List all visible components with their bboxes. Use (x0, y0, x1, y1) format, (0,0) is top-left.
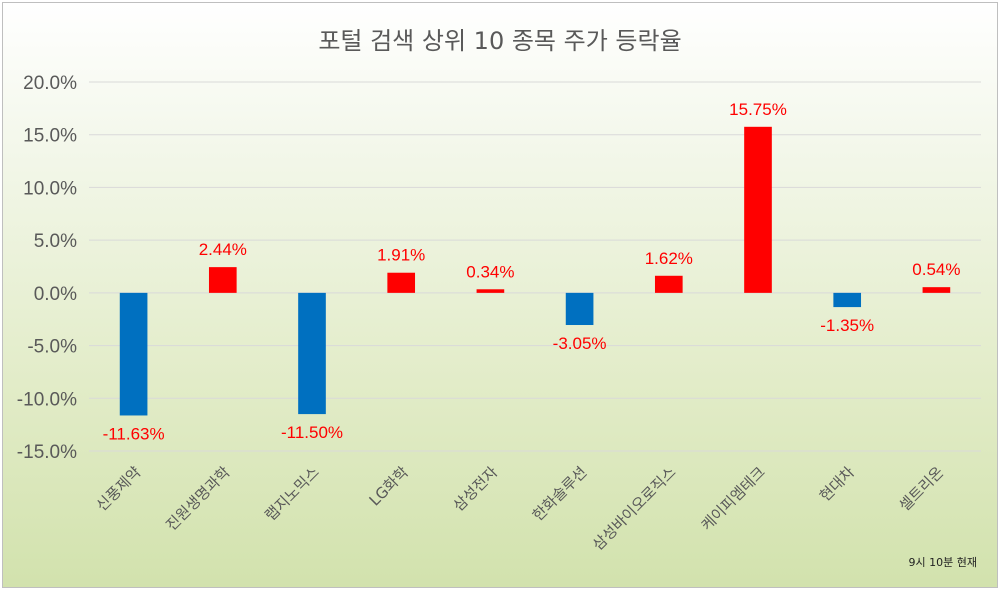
category-label: LG화학 (366, 463, 413, 510)
category-label: 셀트리온 (895, 463, 947, 515)
bars (119, 126, 951, 416)
category-label: 삼성전자 (449, 463, 501, 515)
data-label: 15.75% (729, 100, 787, 119)
y-tick-label: 10.0% (23, 178, 77, 199)
y-tick-label: 5.0% (34, 231, 77, 252)
y-tick-label: 15.0% (23, 126, 77, 147)
data-label: 0.34% (466, 262, 514, 281)
y-tick-label: -15.0% (17, 442, 77, 463)
bar (387, 272, 416, 293)
gridlines (89, 81, 981, 452)
category-label: 진원생명과학 (162, 463, 233, 534)
timestamp-note: 9시 10분 현재 (909, 556, 977, 569)
data-label: -1.35% (820, 316, 874, 335)
chart-title: 포털 검색 상위 10 종목 주가 등락율 (318, 27, 681, 55)
y-tick-label: -5.0% (27, 337, 77, 358)
bar (744, 126, 772, 293)
data-label: 1.91% (377, 246, 425, 265)
category-label: 신풍제약 (93, 463, 145, 515)
data-label: -11.63% (103, 424, 165, 443)
category-label: 현대차 (816, 463, 858, 505)
bar (298, 292, 326, 415)
y-tick-label: 20.0% (23, 73, 77, 94)
bar (654, 275, 683, 293)
data-label: -11.50% (281, 423, 343, 442)
y-tick-label: -10.0% (17, 389, 77, 410)
category-label: 랩지노믹스 (261, 463, 323, 525)
bar (208, 267, 237, 293)
bar (922, 287, 951, 293)
category-label: 삼성바이오로직스 (589, 463, 680, 554)
bar (833, 292, 862, 308)
data-label: 1.62% (645, 249, 693, 268)
data-label: 2.44% (199, 240, 247, 259)
data-label: -3.05% (553, 334, 607, 353)
y-axis-ticks: 20.0% 15.0% 10.0% 5.0% 0.0% -5.0% -10.0% -15.0% (17, 73, 77, 463)
bar (119, 292, 148, 416)
y-tick-label: 0.0% (34, 284, 77, 305)
bar-chart: 포털 검색 상위 10 종목 주가 등락율 20.0% 15.0% 10.0% 5.0… (17, 27, 981, 569)
category-label: 한화솔루션 (529, 463, 591, 525)
data-label: 0.54% (912, 260, 960, 279)
bar (476, 289, 505, 293)
category-label: 케이피엠테크 (698, 463, 769, 534)
data-labels: -11.63% 2.44% -11.50% 1.91% 0.34% -3.05% 1.62%… (103, 100, 961, 444)
bar (565, 292, 594, 326)
